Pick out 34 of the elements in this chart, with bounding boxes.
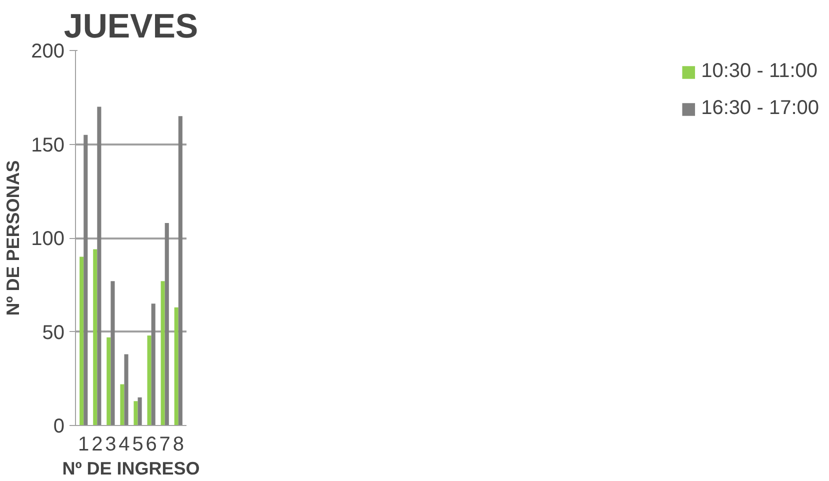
y-tick-label: 50 (42, 322, 65, 344)
y-tick-label: 200 (31, 40, 65, 62)
x-tick-label: 1 (78, 434, 90, 456)
bar (160, 281, 165, 426)
bar (106, 337, 111, 426)
legend-label: 10:30 - 11:00 (701, 60, 818, 83)
bar (151, 304, 156, 426)
x-tick-label: 7 (159, 434, 170, 456)
bar (110, 281, 115, 426)
bar (120, 384, 124, 426)
x-tick-label: 3 (105, 434, 116, 456)
x-tick-label: 5 (132, 434, 144, 456)
y-tick-label: 100 (31, 228, 65, 250)
bar (134, 401, 138, 426)
bar (138, 397, 142, 426)
x-tick-label: 4 (118, 434, 130, 456)
x-axis-title: Nº DE INGRESO (62, 458, 200, 478)
bar (147, 336, 152, 426)
bar (84, 134, 88, 426)
bar (174, 307, 178, 426)
x-tick-label: 2 (92, 434, 103, 456)
bar (80, 256, 84, 426)
y-tick-label: 0 (53, 416, 64, 438)
bar (97, 106, 102, 426)
bar (93, 249, 98, 426)
bar (164, 223, 169, 426)
bar (178, 116, 182, 426)
bar (124, 354, 128, 426)
legend-label: 16:30 - 17:00 (701, 97, 819, 120)
y-tick-label: 150 (31, 134, 65, 156)
x-tick-label: 8 (172, 434, 184, 456)
y-axis-title: Nº DE PERSONAS (3, 160, 24, 316)
x-tick-label: 6 (146, 434, 157, 456)
chart-title: JUEVES (64, 8, 198, 46)
